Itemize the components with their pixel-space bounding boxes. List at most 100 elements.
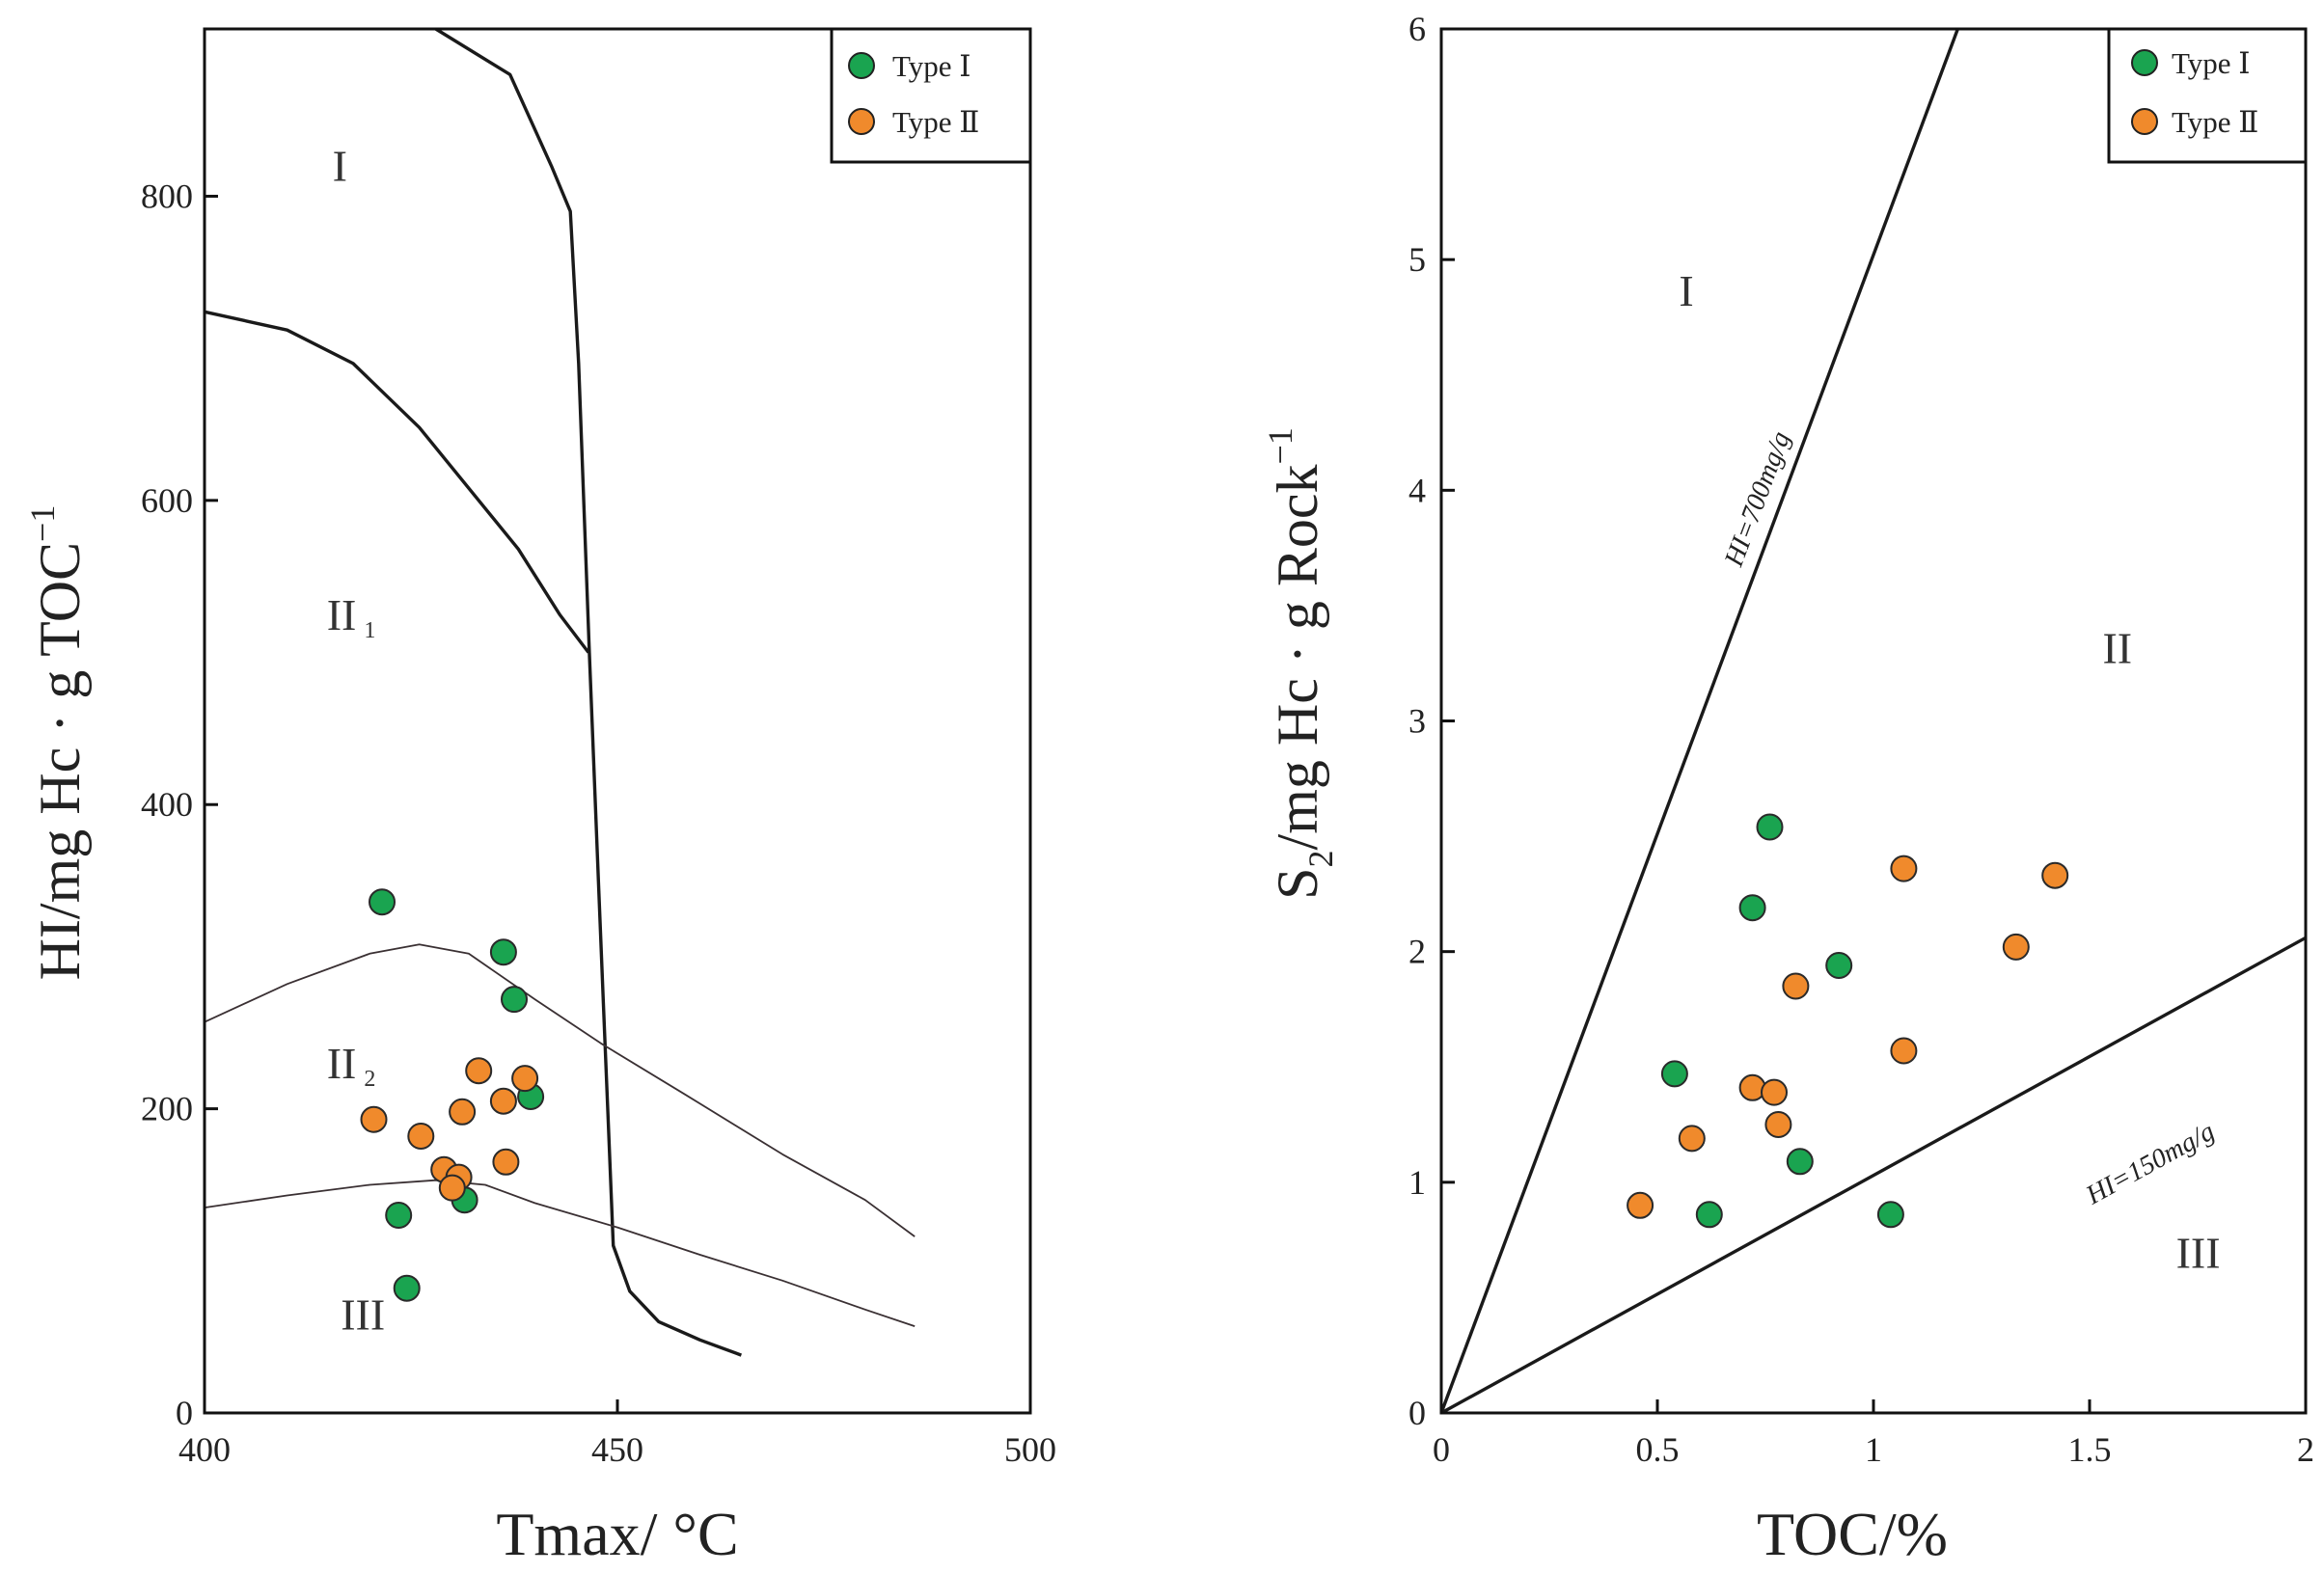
s2-toc-y-tick-label: 0 [1408, 1394, 1426, 1432]
s2-toc-legend-type2-swatch [2131, 108, 2158, 135]
s2-toc-x-tick-label: 0.5 [1636, 1430, 1680, 1469]
s2-toc-reference-line [1440, 936, 2307, 1415]
s2-toc-x-tick-label: 2 [2297, 1430, 2314, 1469]
s2-toc-x-tick-label: 1.5 [2068, 1430, 2112, 1469]
hi-tmax-region-II1-subscript: 1 [364, 618, 375, 643]
hi-tmax-point-type2 [511, 1065, 539, 1093]
s2-toc-region-II: II [2102, 624, 2132, 673]
hi-tmax-plot-frame [203, 27, 1032, 1415]
s2-toc-point-type1 [1695, 1201, 1723, 1229]
hi-tmax-x-tick-label: 450 [591, 1430, 643, 1469]
hi-tmax-boundary-curve [434, 27, 742, 1357]
hi-tmax-point-type2 [465, 1057, 493, 1085]
s2-toc-x-axis-title: TOC/% [1757, 1500, 1948, 1568]
s2-toc-reference-lines: HI=700mg/g HI=150mg/g [1439, 28, 2307, 1415]
s2-toc-point-type2 [2041, 861, 2069, 889]
s2-toc-x-tick-label: 0 [1433, 1430, 1450, 1469]
s2-toc-y-tick-label: 1 [1408, 1163, 1426, 1202]
s2-toc-point-type1 [1876, 1201, 1904, 1229]
hi-tmax-x-axis-title: Tmax/ °C [496, 1500, 738, 1568]
s2-toc-point-type2 [1627, 1191, 1654, 1219]
hi-tmax-boundary-curve [204, 310, 590, 654]
s2-toc-reference-line-label: HI=150mg/g [2081, 1117, 2220, 1211]
hi-tmax-point-type2 [489, 1087, 517, 1115]
hi-tmax-legend: Type Ⅰ Type Ⅱ [830, 27, 1032, 164]
s2-toc-legend-type1-label: Type Ⅰ [2172, 46, 2251, 80]
s2-toc-legend-type2-label: Type Ⅱ [2172, 105, 2258, 139]
hi-tmax-region-II2: II 2 [327, 1039, 376, 1092]
s2-toc-y-tick-label: 2 [1408, 933, 1426, 971]
hi-tmax-point-type2 [407, 1123, 435, 1150]
s2-toc-region-III: III [2176, 1228, 2221, 1277]
s2-toc-y-ticks: 0 1 2 3 4 5 6 [1408, 10, 1455, 1432]
hi-tmax-y-axis-main: HI/mg Hc · g TOC [28, 542, 92, 980]
hi-tmax-point-type1 [393, 1274, 421, 1302]
hi-tmax-y-tick-label: 0 [176, 1394, 193, 1432]
s2-toc-y-axis-title: S2/mg Hc · g Rock−1 [1261, 427, 1340, 900]
s2-toc-y-axis-sub: 2 [1301, 850, 1340, 867]
hi-tmax-point-type1 [369, 888, 396, 916]
hi-tmax-legend-type2-label: Type Ⅱ [892, 105, 979, 139]
hi-tmax-region-II2-text: II [327, 1039, 357, 1088]
s2-toc-point-type2 [1764, 1111, 1792, 1138]
s2-toc-legend-type1-swatch [2131, 49, 2158, 76]
hi-tmax-point-type1 [489, 938, 517, 966]
s2-toc-legend-box [2107, 27, 2308, 164]
hi-tmax-point-type2 [360, 1105, 388, 1133]
s2-toc-point-type2 [1890, 1037, 1918, 1065]
hi-tmax-boundary-curve [204, 943, 916, 1237]
hi-tmax-legend-type2-swatch [848, 108, 875, 135]
s2-toc-point-type1 [1825, 952, 1853, 979]
hi-tmax-legend-type1-swatch [848, 52, 875, 79]
hi-tmax-legend-type1-label: Type Ⅰ [892, 49, 971, 83]
s2-toc-y-tick-label: 5 [1408, 240, 1426, 279]
hi-tmax-boundary-curves [204, 27, 916, 1357]
hi-tmax-region-II1: II 1 [327, 590, 376, 643]
hi-tmax-region-I-text: I [333, 142, 347, 191]
hi-tmax-x-tick-label: 500 [1004, 1430, 1056, 1469]
s2-toc-y-axis-sup: −1 [1261, 427, 1299, 464]
hi-tmax-point-type2 [492, 1148, 520, 1176]
s2-toc-point-type2 [2002, 933, 2030, 961]
s2-toc-point-type2 [1678, 1125, 1706, 1153]
hi-tmax-boundary-curve [204, 1179, 916, 1327]
s2-toc-point-type1 [1660, 1060, 1688, 1088]
s2-toc-y-tick-label: 3 [1408, 702, 1426, 741]
s2-toc-point-type1 [1786, 1148, 1814, 1176]
hi-tmax-y-tick-label: 800 [141, 176, 193, 215]
hi-tmax-point-type1 [501, 986, 528, 1014]
s2-toc-region-I: I [1679, 266, 1693, 315]
s2-toc-point-type2 [1782, 972, 1810, 1000]
s2-toc-points [1627, 813, 2069, 1229]
s2-toc-y-tick-label: 6 [1408, 10, 1426, 48]
hi-tmax-points [360, 888, 545, 1302]
hi-tmax-region-II2-subscript: 2 [364, 1067, 375, 1092]
hi-tmax-y-ticks: 0 200 400 600 800 [141, 176, 218, 1432]
s2-toc-x-ticks: 0 0.5 1 1.5 2 [1433, 1399, 2314, 1469]
s2-toc-reference-line-label: HI=700mg/g [1719, 427, 1797, 571]
hi-tmax-y-tick-label: 200 [141, 1090, 193, 1128]
hi-tmax-x-tick-label: 400 [178, 1430, 231, 1469]
s2-toc-point-type2 [1890, 855, 1918, 882]
hi-tmax-region-I: I [333, 142, 347, 191]
hi-tmax-y-tick-label: 600 [141, 481, 193, 520]
s2-toc-y-tick-label: 4 [1408, 471, 1426, 509]
hi-tmax-x-ticks: 400 450 500 [178, 1399, 1056, 1469]
hi-tmax-point-type1 [385, 1202, 413, 1229]
hi-tmax-y-axis-sup: −1 [23, 505, 62, 542]
hi-tmax-region-II1-text: II [327, 590, 357, 639]
hi-tmax-point-type2 [438, 1174, 466, 1202]
hi-tmax-point-type2 [449, 1098, 477, 1126]
s2-toc-point-type2 [1761, 1078, 1788, 1106]
hi-tmax-legend-box [830, 27, 1032, 164]
s2-toc-y-axis-rest: /mg Hc · g Rock [1266, 465, 1329, 851]
hi-tmax-y-axis-title: HI/mg Hc · g TOC−1 [23, 505, 92, 981]
s2-toc-point-type1 [1756, 813, 1784, 841]
s2-toc-point-type1 [1738, 894, 1766, 922]
s2-toc-x-tick-label: 1 [1865, 1430, 1882, 1469]
